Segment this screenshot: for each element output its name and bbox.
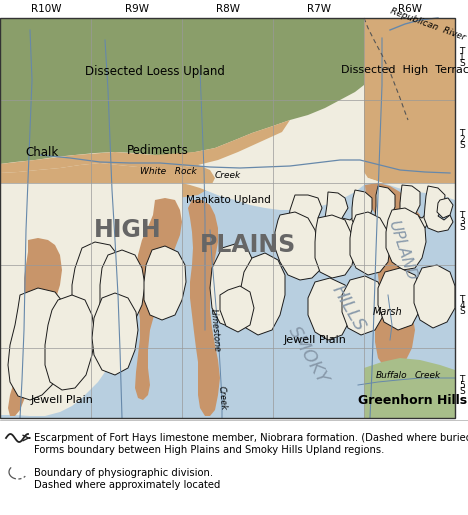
Text: T: T	[459, 129, 465, 139]
Polygon shape	[364, 358, 455, 418]
Polygon shape	[424, 186, 453, 232]
Polygon shape	[386, 208, 426, 270]
Text: 5: 5	[459, 381, 465, 389]
Polygon shape	[100, 250, 145, 325]
Text: Chalk: Chalk	[25, 146, 58, 159]
Polygon shape	[352, 190, 382, 234]
Polygon shape	[275, 212, 322, 280]
Text: 3: 3	[459, 217, 465, 227]
Text: Creek: Creek	[415, 370, 441, 380]
Text: T: T	[459, 295, 465, 303]
Text: R6W: R6W	[398, 4, 422, 14]
Bar	[0, 18, 455, 418]
Polygon shape	[8, 238, 62, 416]
Polygon shape	[8, 288, 68, 400]
Text: Jewell Plain: Jewell Plain	[284, 335, 346, 345]
Text: HILLS: HILLS	[328, 282, 368, 334]
Text: Mankato Upland: Mankato Upland	[186, 195, 271, 205]
Polygon shape	[240, 253, 285, 335]
Polygon shape	[45, 295, 95, 390]
Text: S: S	[459, 306, 465, 316]
Text: Limestone: Limestone	[209, 308, 221, 352]
Text: R10W: R10W	[31, 4, 61, 14]
Text: S: S	[459, 60, 465, 68]
Polygon shape	[315, 215, 355, 278]
Text: Marsh: Marsh	[373, 307, 403, 317]
Text: UPLAND: UPLAND	[385, 218, 419, 282]
Polygon shape	[188, 200, 220, 416]
Polygon shape	[378, 268, 422, 330]
Polygon shape	[0, 18, 364, 164]
Text: Creek: Creek	[215, 170, 241, 180]
Polygon shape	[414, 265, 455, 328]
Text: Boundary of physiographic division.
Dashed where approximately located: Boundary of physiographic division. Dash…	[34, 468, 220, 490]
Text: 2: 2	[459, 135, 465, 145]
Polygon shape	[0, 120, 290, 173]
Text: SMOKY: SMOKY	[284, 323, 332, 387]
Text: T: T	[459, 374, 465, 384]
Polygon shape	[182, 178, 455, 210]
Polygon shape	[144, 246, 186, 320]
Text: T: T	[459, 47, 465, 57]
Polygon shape	[375, 186, 405, 232]
Text: Jewell Plain: Jewell Plain	[30, 395, 94, 405]
Polygon shape	[325, 192, 360, 238]
Polygon shape	[72, 242, 128, 338]
Polygon shape	[375, 198, 422, 370]
Text: White   Rock: White Rock	[139, 167, 197, 177]
Text: T: T	[459, 212, 465, 220]
Polygon shape	[92, 293, 138, 375]
Text: Escarpment of Fort Hays limestone member, Niobrara formation. (Dashed where buri: Escarpment of Fort Hays limestone member…	[34, 433, 468, 455]
Polygon shape	[0, 18, 455, 418]
Polygon shape	[364, 18, 455, 192]
Polygon shape	[437, 198, 453, 218]
Polygon shape	[288, 195, 340, 240]
Text: Dissected  High  Terrace: Dissected High Terrace	[341, 65, 468, 75]
Polygon shape	[342, 276, 385, 335]
Text: Greenhorn Hills: Greenhorn Hills	[358, 393, 468, 406]
Text: S: S	[459, 142, 465, 150]
Polygon shape	[0, 163, 215, 200]
Text: Dissected Loess Upland: Dissected Loess Upland	[85, 65, 225, 78]
Polygon shape	[308, 278, 352, 340]
Polygon shape	[365, 183, 412, 235]
Text: S: S	[459, 386, 465, 396]
Polygon shape	[210, 244, 256, 328]
Text: 4: 4	[459, 300, 465, 310]
Text: S: S	[459, 224, 465, 232]
Text: Creek: Creek	[216, 385, 227, 410]
Text: R8W: R8W	[216, 4, 240, 14]
Text: Buffalo: Buffalo	[376, 370, 408, 380]
Text: Pediments: Pediments	[127, 144, 189, 157]
Text: 1: 1	[459, 54, 465, 62]
Text: R7W: R7W	[307, 4, 331, 14]
Polygon shape	[0, 183, 455, 418]
Text: R9W: R9W	[125, 4, 149, 14]
Text: PLAINS: PLAINS	[200, 233, 296, 257]
Text: HIGH: HIGH	[94, 218, 162, 242]
Polygon shape	[350, 212, 390, 275]
Polygon shape	[220, 286, 254, 332]
Polygon shape	[400, 185, 430, 230]
Polygon shape	[0, 183, 182, 416]
Polygon shape	[135, 198, 182, 400]
Text: Republican  River: Republican River	[389, 6, 467, 42]
